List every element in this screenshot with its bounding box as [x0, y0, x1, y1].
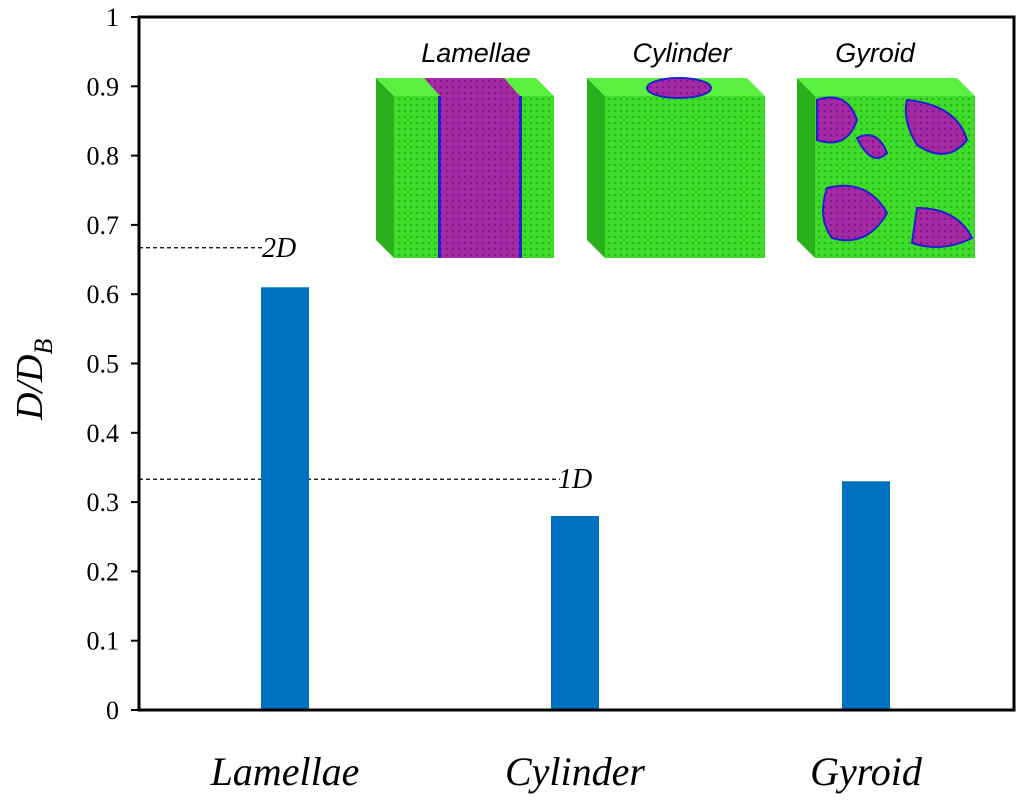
interface	[438, 96, 441, 258]
lamella-stripe	[440, 96, 520, 258]
cube-side-face	[587, 78, 605, 258]
gyroid-domain	[816, 96, 859, 144]
gyroid-domain	[855, 134, 889, 159]
y-tick-label: 0.1	[87, 627, 120, 656]
bar-lamellae	[261, 287, 309, 710]
bars	[261, 287, 890, 710]
x-category-label: Cylinder	[505, 749, 645, 794]
gyroid-domain	[910, 206, 974, 248]
x-category-label: Gyroid	[810, 749, 923, 794]
x-category-label: Lamellae	[210, 749, 360, 794]
y-axis-ticks: 0 0.1 0.2 0.3 0.4 0.5 0.6 0.7 0.8 0.9 1	[87, 3, 139, 725]
reference-lines: 2D 1D	[139, 233, 592, 495]
cylinder-cap	[646, 77, 712, 99]
reference-label-2d: 2D	[262, 233, 296, 264]
cube-top-face	[797, 78, 975, 96]
y-tick-label: 0.5	[87, 350, 120, 379]
gyroid-domain	[822, 184, 889, 242]
x-axis-labels: Lamellae Cylinder Gyroid	[210, 749, 923, 794]
cube-front-face	[605, 96, 765, 258]
y-tick-label: 0.3	[87, 488, 120, 517]
lamella-top	[424, 78, 520, 96]
y-tick-label: 0.4	[87, 419, 120, 448]
cube-side-face	[797, 78, 815, 258]
inset-label: Cylinder	[632, 38, 732, 68]
bar-gyroid	[842, 481, 890, 710]
cube-side-face	[376, 78, 394, 258]
y-tick-label: 0.9	[87, 72, 120, 101]
y-axis-label-subscript: B	[29, 339, 58, 355]
bar-cylinder	[551, 515, 599, 710]
y-tick-label: 0.8	[87, 142, 120, 171]
inset-lamellae: Lamellae	[376, 38, 554, 258]
inset-cylinder: Cylinder	[587, 38, 765, 258]
y-tick-label: 0	[106, 696, 119, 725]
y-axis-label: D/DB	[9, 339, 58, 421]
y-tick-label: 1	[106, 3, 119, 32]
y-tick-label: 0.6	[87, 280, 120, 309]
inset-gyroid: Gyroid	[797, 38, 975, 258]
inset-label: Lamellae	[421, 38, 531, 68]
gyroid-domain	[904, 98, 969, 155]
reference-label-1d: 1D	[558, 464, 592, 495]
interface	[519, 96, 522, 258]
y-tick-label: 0.7	[87, 211, 120, 240]
y-tick-label: 0.2	[87, 557, 120, 586]
structure-insets: Lamellae Cylinder Gyroid	[376, 38, 975, 258]
inset-label: Gyroid	[835, 38, 916, 68]
